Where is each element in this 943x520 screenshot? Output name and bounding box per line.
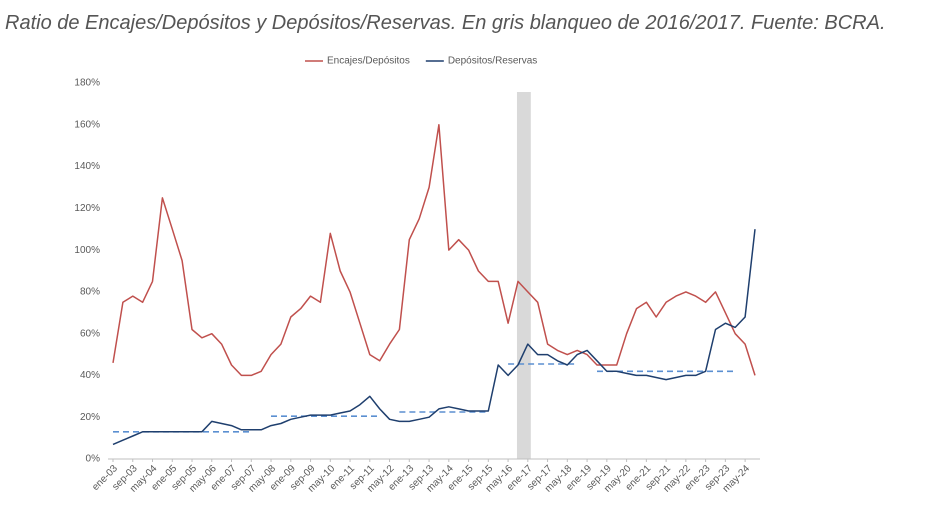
y-tick-label: 140% (74, 161, 100, 172)
chart-title: Ratio de Encajes/Depósitos y Depósitos/R… (5, 12, 886, 34)
y-tick-label: 120% (74, 203, 100, 214)
y-tick-label: 180% (74, 78, 100, 89)
highlight-band (516, 92, 531, 459)
y-tick-label: 80% (80, 287, 100, 298)
y-tick-label: 100% (74, 245, 100, 256)
y-tick-label: 60% (80, 328, 100, 339)
y-tick-label: 0% (86, 454, 101, 465)
y-tick-label: 20% (80, 412, 100, 423)
series-line (112, 229, 756, 446)
legend-label: Depósitos/Reservas (448, 56, 537, 67)
legend-label: Encajes/Depósitos (327, 56, 410, 67)
average-line (113, 363, 736, 433)
y-tick-label: 160% (74, 119, 100, 130)
series-line (112, 124, 756, 377)
y-tick-label: 40% (80, 370, 100, 381)
